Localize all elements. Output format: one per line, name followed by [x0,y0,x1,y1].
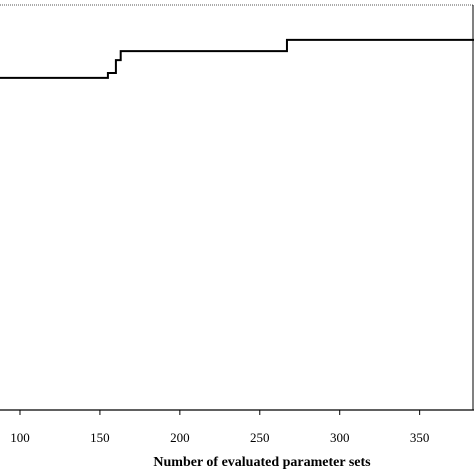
x-tick-label: 250 [250,430,270,445]
x-tick-label: 100 [10,430,30,445]
x-tick-label: 200 [170,430,190,445]
x-axis-label: Number of evaluated parameter sets [153,455,371,470]
data-line [0,38,474,79]
x-tick-label: 300 [330,430,350,445]
x-tick-label: 150 [90,430,110,445]
x-tick-label: 350 [410,430,430,445]
